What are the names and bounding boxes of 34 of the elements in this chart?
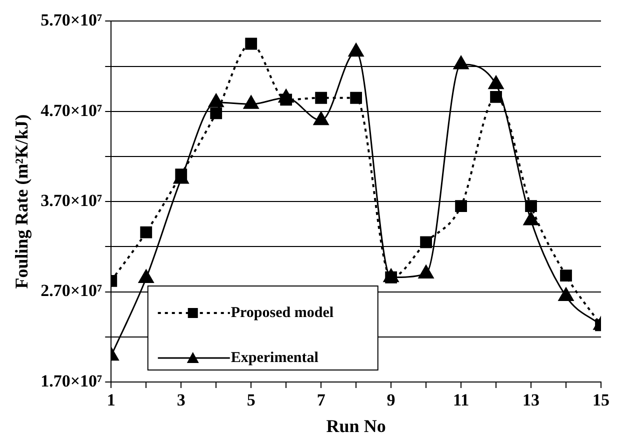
point [420,236,432,248]
x-tick-label: 5 [246,390,256,410]
legend-label: Proposed model [230,304,334,321]
legend-label: Experimental [230,350,318,366]
point [210,107,222,120]
x-tick-label: 13 [522,390,540,410]
y-axis-title: Fouling Rate (m²K/kJ) [11,114,32,289]
point [525,200,537,212]
point [350,92,362,104]
point [490,91,502,103]
x-tick-label: 7 [316,390,326,410]
x-tick-label: 9 [386,390,396,410]
x-tick-label: 11 [453,390,470,410]
point [208,94,224,108]
x-tick-label: 1 [106,390,116,410]
y-tick-label: 5.70×10⁷ [40,10,102,30]
y-tick-label: 3.70×10⁷ [40,190,102,210]
point [455,200,467,212]
point [315,92,328,104]
y-tick-label: 1.70×10⁷ [40,371,102,390]
point [140,226,152,238]
x-axis-title: Run No [326,416,386,436]
y-tick-label: 4.70×10⁷ [40,100,102,120]
x-tick-label: 3 [176,390,186,410]
point [243,95,259,109]
x-tick-label: 15 [592,390,610,410]
point [313,112,329,126]
point [453,56,469,70]
point [488,76,504,90]
point [245,38,258,50]
point [560,270,572,282]
point [348,43,364,57]
point [175,168,188,180]
y-tick-label: 2.70×10⁷ [40,281,102,300]
